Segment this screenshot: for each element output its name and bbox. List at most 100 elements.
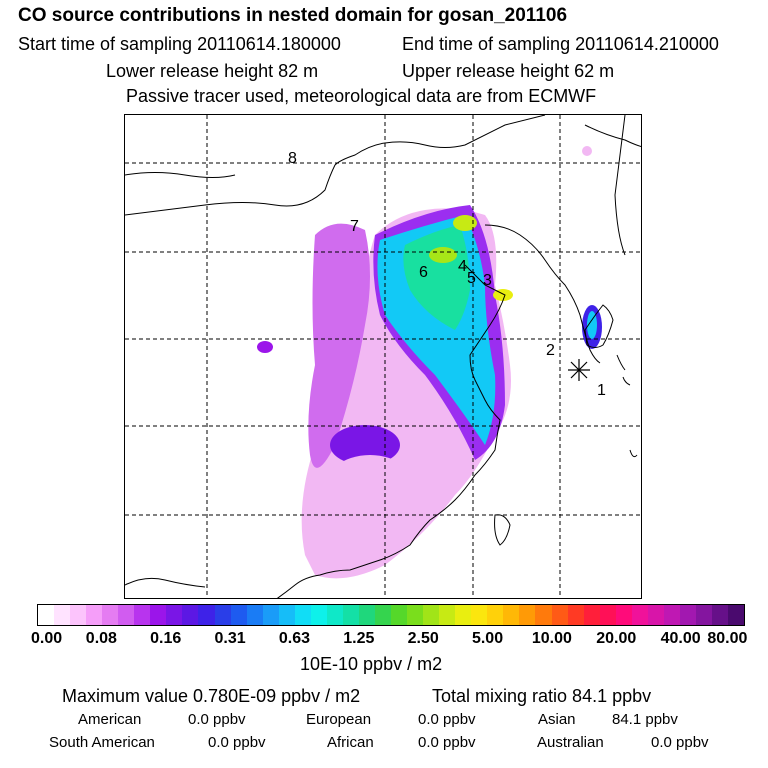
european-label: European: [306, 711, 372, 728]
colorbar-segment: [310, 605, 327, 625]
colorbar-segment: [230, 605, 247, 625]
lower-height-label: Lower release height 82 m: [106, 61, 319, 81]
colorbar-segment: [567, 605, 584, 625]
colorbar-tick-label: 10.00: [531, 630, 572, 647]
colorbar-segment: [294, 605, 311, 625]
colorbar-segment: [647, 605, 664, 625]
marker-8: 8: [288, 150, 297, 167]
colorbar-tick-label: 0.31: [214, 630, 246, 647]
colorbar-segment: [54, 605, 71, 625]
colorbar-segment: [711, 605, 729, 625]
colorbar-segment: [519, 605, 536, 625]
plume-korea-inner: [587, 311, 597, 339]
colorbar-segment: [407, 605, 424, 625]
colorbar-segment: [198, 605, 215, 625]
map-panel: 1 2 3 4 5 6 7 8: [124, 114, 642, 599]
colorbar-segment: [166, 605, 183, 625]
colorbar-tick-label: 80.00: [707, 630, 748, 647]
colorbar-segment: [471, 605, 488, 625]
colorbar-tick-label: 0.00: [31, 630, 63, 647]
plume-south-2: [320, 455, 420, 535]
colorbar-tick-label: 0.16: [150, 630, 182, 647]
colorbar-segment: [150, 605, 167, 625]
marker-2: 2: [546, 342, 555, 359]
colorbar-segment: [326, 605, 343, 625]
plume-hotspot-2: [453, 215, 477, 231]
colorbar-segment: [439, 605, 456, 625]
tracer-note: Passive tracer used, meteorological data…: [126, 86, 597, 106]
colorbar-tick-label: 1.25: [343, 630, 375, 647]
colorbar-tick-label: 2.50: [407, 630, 439, 647]
colorbar-segment: [134, 605, 151, 625]
south-american-value: 0.0 ppbv: [208, 734, 266, 751]
colorbar-segment: [679, 605, 696, 625]
african-label: African: [327, 734, 374, 751]
colorbar-segment: [583, 605, 600, 625]
max-value-label: Maximum value 0.780E-09 ppbv / m2: [62, 686, 361, 706]
marker-3: 3: [483, 272, 492, 289]
colorbar-segment: [391, 605, 408, 625]
colorbar-segment: [262, 605, 279, 625]
australian-label: Australian: [537, 734, 604, 751]
colorbar-segment: [70, 605, 87, 625]
colorbar-tick-label: 5.00: [471, 630, 504, 647]
colorbar-segment: [214, 605, 231, 625]
start-time-label: Start time of sampling 20110614.180000: [18, 34, 341, 54]
marker-labels: 1 2 3 4 5 6 7 8: [288, 150, 606, 399]
colorbar-segment: [487, 605, 504, 625]
upper-height-label: Upper release height 62 m: [402, 61, 615, 81]
african-value: 0.0 ppbv: [418, 734, 476, 751]
american-value: 0.0 ppbv: [188, 711, 246, 728]
colorbar-segment: [551, 605, 568, 625]
colorbar-segment: [246, 605, 263, 625]
map-title: CO source contributions in nested domain…: [18, 5, 568, 26]
colorbar-tick-label: 40.00: [660, 630, 701, 647]
marker-7: 7: [350, 218, 359, 235]
colorbar-segment: [455, 605, 472, 625]
american-label: American: [78, 711, 142, 728]
plume-west: [308, 223, 370, 468]
plume-island: [257, 341, 273, 353]
colorbar-units: 10E-10 ppbv / m2: [300, 654, 443, 674]
coastlines: [125, 115, 641, 598]
colorbar-segment: [374, 605, 392, 625]
colorbar-segment: [615, 605, 632, 625]
colorbar-segment: [695, 605, 712, 625]
marker-1: 1: [597, 382, 606, 399]
colorbar-tick-label: 0.08: [85, 630, 117, 647]
australian-value: 0.0 ppbv: [651, 734, 709, 751]
marker-6: 6: [419, 264, 428, 281]
colorbar-segment: [423, 605, 440, 625]
european-value: 0.0 ppbv: [418, 711, 476, 728]
asian-label: Asian: [538, 711, 576, 728]
colorbar-tick-label: 20.00: [596, 630, 637, 647]
colorbar-segment: [599, 605, 616, 625]
marker-4: 4: [458, 258, 467, 275]
end-time-label: End time of sampling 20110614.210000: [402, 34, 719, 54]
colorbar-segment: [118, 605, 135, 625]
colorbar-segment: [535, 605, 552, 625]
colorbar-segment: [342, 605, 359, 625]
colorbar-segment: [182, 605, 199, 625]
map-canvas: 1 2 3 4 5 6 7 8: [125, 115, 641, 598]
south-american-label: South American: [49, 734, 155, 751]
colorbar: [37, 604, 745, 626]
plume-northeast: [582, 146, 592, 156]
asian-value: 84.1 ppbv: [612, 711, 678, 728]
colorbar-segment: [278, 605, 295, 625]
colorbar-segment: [86, 605, 103, 625]
colorbar-segment: [728, 605, 745, 625]
plume-layer: [257, 146, 602, 579]
plume-hotspot-1: [429, 247, 457, 263]
colorbar-segment: [102, 605, 119, 625]
colorbar-segment: [503, 605, 520, 625]
colorbar-segment: [358, 605, 375, 625]
plume-south: [330, 425, 400, 465]
colorbar-tick-label: 0.63: [278, 630, 311, 647]
marker-5: 5: [467, 270, 476, 287]
grid-lines: [125, 115, 641, 598]
receptor-star-icon: [568, 359, 590, 381]
colorbar-segment: [38, 605, 55, 625]
colorbar-segment: [663, 605, 680, 625]
total-mixing-label: Total mixing ratio 84.1 ppbv: [432, 686, 652, 706]
